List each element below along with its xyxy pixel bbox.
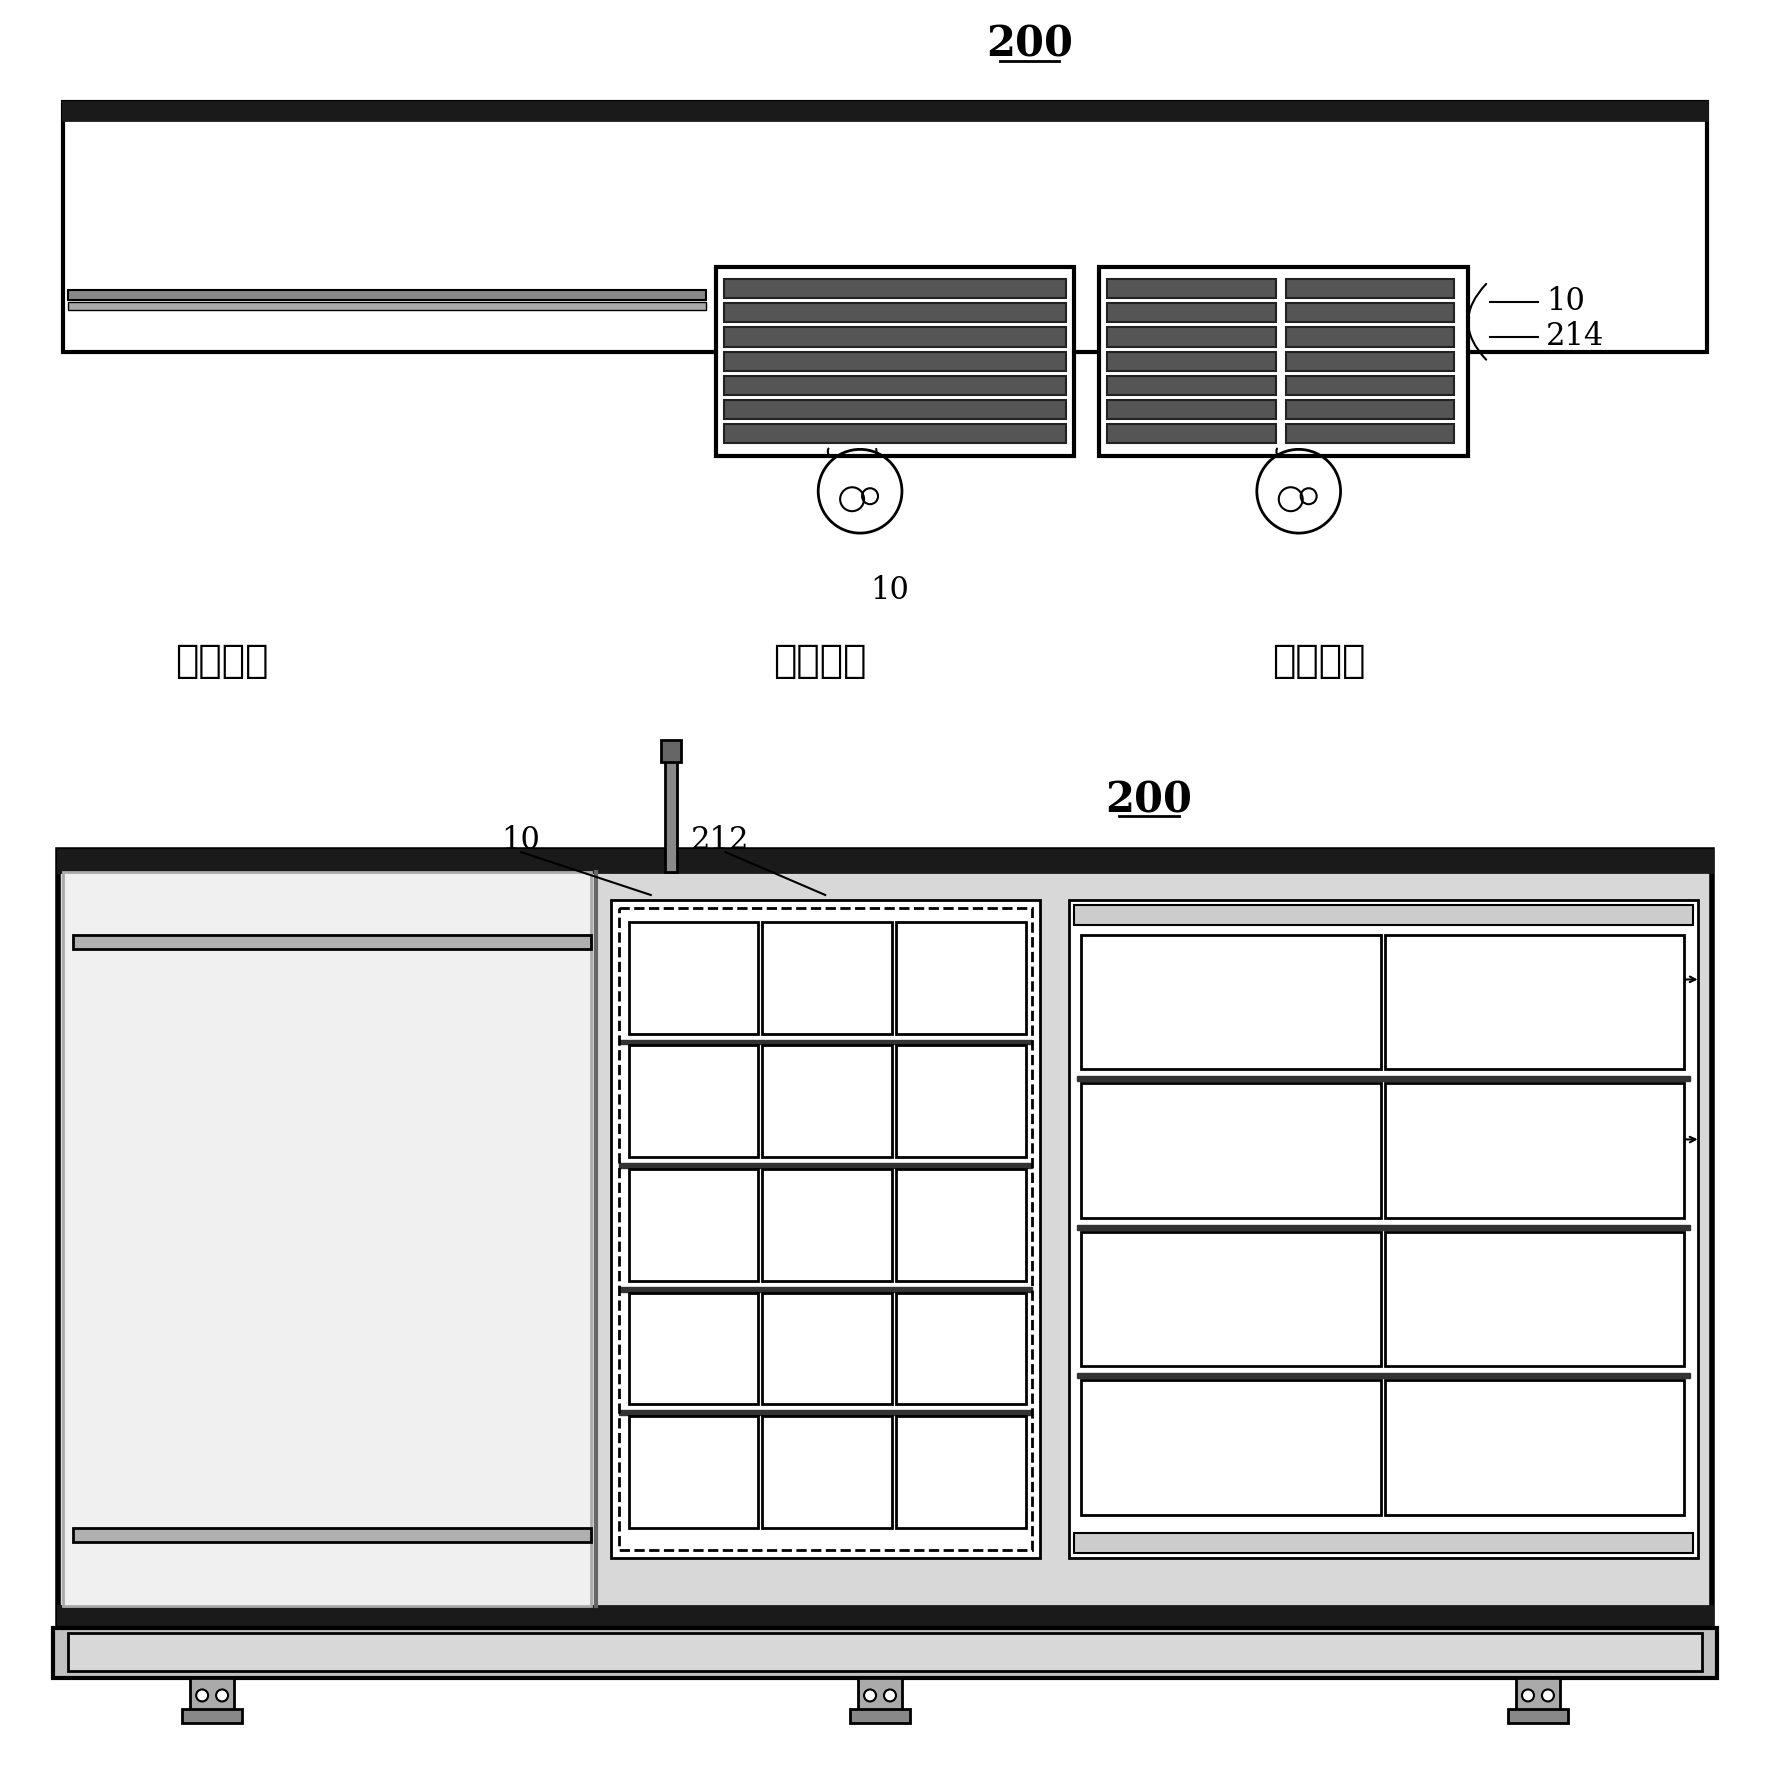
Text: 214: 214 (1592, 1084, 1651, 1114)
Circle shape (216, 1689, 228, 1702)
Text: 10: 10 (1546, 287, 1585, 317)
Bar (1286, 400, 1454, 419)
Bar (896, 922, 1025, 1033)
Bar (1286, 327, 1454, 347)
Bar (1286, 302, 1454, 322)
Circle shape (1543, 1689, 1553, 1702)
Bar (53, 1627, 1718, 1677)
Bar (67, 1633, 1702, 1670)
Circle shape (1521, 1689, 1534, 1702)
Bar (58, 1606, 1713, 1627)
Bar (1107, 352, 1275, 371)
Text: 212: 212 (691, 824, 749, 856)
Bar (629, 922, 758, 1033)
Bar (618, 1286, 1031, 1291)
Bar (618, 907, 1031, 1550)
Bar (1075, 1534, 1693, 1553)
Bar (1286, 375, 1454, 394)
Bar (724, 302, 1066, 322)
Bar (67, 290, 705, 299)
Bar (1082, 1083, 1381, 1217)
Bar (611, 900, 1040, 1558)
Bar (62, 103, 1707, 120)
Bar (629, 1045, 758, 1157)
Bar (1082, 1231, 1381, 1366)
Bar (762, 1045, 893, 1157)
Bar (58, 851, 1713, 1627)
Bar (762, 1169, 893, 1281)
Bar (724, 375, 1066, 394)
Bar (1286, 425, 1454, 444)
Bar (1107, 425, 1275, 444)
Bar (73, 1528, 592, 1543)
Bar (1077, 1224, 1691, 1229)
Bar (58, 851, 1713, 872)
Text: 第一位置: 第一位置 (774, 642, 868, 679)
Bar (1107, 302, 1275, 322)
Bar (1107, 375, 1275, 394)
Circle shape (884, 1689, 896, 1702)
Bar (724, 327, 1066, 347)
Bar (1082, 1380, 1381, 1514)
Bar (762, 1293, 893, 1405)
Bar (724, 352, 1066, 371)
Text: 10: 10 (1592, 1005, 1631, 1035)
Text: 200: 200 (986, 23, 1073, 65)
Bar (1385, 1380, 1684, 1514)
Bar (1075, 906, 1693, 925)
Bar (1107, 400, 1275, 419)
Circle shape (197, 1689, 209, 1702)
Bar (629, 1417, 758, 1528)
Bar (1070, 900, 1698, 1558)
Bar (859, 1677, 901, 1716)
Bar (724, 425, 1066, 444)
Bar (67, 302, 705, 310)
Circle shape (864, 1689, 877, 1702)
Bar (1107, 280, 1275, 299)
Bar (1286, 280, 1454, 299)
Bar (1516, 1677, 1560, 1716)
Bar (1082, 934, 1381, 1070)
Bar (896, 1045, 1025, 1157)
Text: 10: 10 (871, 575, 910, 607)
Bar (724, 400, 1066, 419)
Bar (715, 267, 1075, 456)
Text: 200: 200 (1105, 780, 1192, 821)
Bar (1385, 1231, 1684, 1366)
Bar (896, 1169, 1025, 1281)
Bar (1077, 1076, 1691, 1081)
Bar (629, 1293, 758, 1405)
Bar (850, 1709, 910, 1723)
Bar (896, 1417, 1025, 1528)
Bar (1100, 267, 1468, 456)
Bar (1385, 934, 1684, 1070)
Bar (182, 1709, 243, 1723)
Bar (1509, 1709, 1567, 1723)
Bar (661, 741, 680, 762)
Bar (724, 280, 1066, 299)
Bar (73, 934, 592, 948)
Bar (1385, 1083, 1684, 1217)
Bar (618, 1410, 1031, 1415)
Text: 214: 214 (1546, 322, 1605, 352)
Bar (189, 1677, 234, 1716)
Bar (664, 761, 677, 872)
Bar (618, 1040, 1031, 1044)
Bar (1286, 352, 1454, 371)
Bar (896, 1293, 1025, 1405)
Bar (762, 922, 893, 1033)
Bar (618, 1164, 1031, 1168)
Bar (629, 1169, 758, 1281)
Text: 第二位置: 第二位置 (175, 642, 269, 679)
Bar (62, 872, 592, 1606)
Text: 第三位置: 第三位置 (1272, 642, 1365, 679)
Bar (1077, 1373, 1691, 1378)
Bar (762, 1417, 893, 1528)
Bar (1107, 327, 1275, 347)
Text: 10: 10 (501, 824, 540, 856)
Bar (62, 103, 1707, 352)
